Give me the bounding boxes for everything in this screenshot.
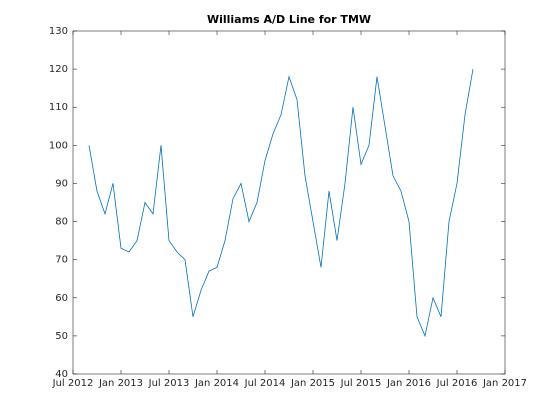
y-tick-label: 130 [49,26,68,37]
y-tick-label: 80 [55,217,68,228]
x-tick-label: Jul 2016 [436,378,478,389]
x-tick-label: Jan 2013 [98,378,143,389]
y-tick-label: 120 [49,64,68,75]
x-tick-label: Jul 2013 [148,378,190,389]
x-tick-label: Jul 2015 [340,378,382,389]
y-tick-label: 90 [55,178,68,189]
line-series [88,69,474,338]
y-tick-label: 60 [55,293,68,304]
y-tick-label: 40 [55,369,68,380]
y-tick-label: 70 [55,255,68,266]
x-tick-label: Jan 2017 [482,378,527,389]
y-tick-label: 110 [49,102,68,113]
y-tick-label: 50 [55,331,68,342]
x-tick-label: Jan 2015 [290,378,335,389]
plot-area [72,30,506,375]
chart-title: Williams A/D Line for TMW [207,13,371,26]
x-tick-label: Jul 2012 [52,378,94,389]
x-tick-label: Jan 2014 [194,378,239,389]
x-tick-label: Jul 2014 [244,378,286,389]
x-tick-label: Jan 2016 [386,378,431,389]
y-tick-label: 100 [49,140,68,151]
